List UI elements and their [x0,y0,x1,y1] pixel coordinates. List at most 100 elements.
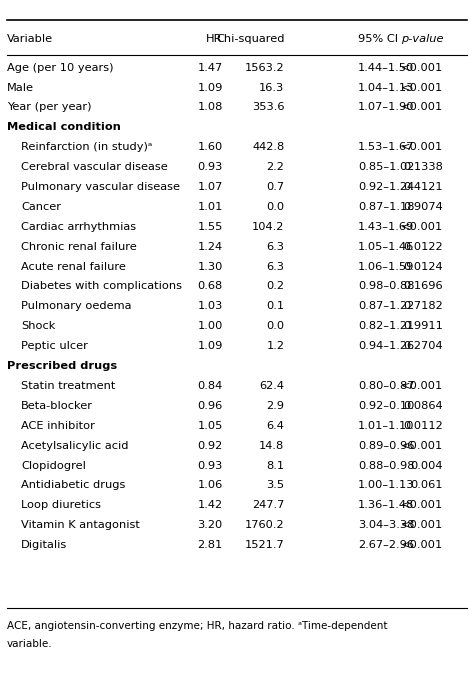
Text: 0.98–0.88: 0.98–0.88 [358,282,414,291]
Text: Peptic ulcer: Peptic ulcer [21,341,88,351]
Text: 1.42: 1.42 [198,500,223,510]
Text: Digitalis: Digitalis [21,540,68,550]
Text: 0.7: 0.7 [266,182,284,192]
Text: 62.4: 62.4 [259,381,284,391]
Text: <0.001: <0.001 [401,102,443,113]
Text: 0.0112: 0.0112 [403,421,443,431]
Text: 0.0124: 0.0124 [403,262,443,272]
Text: 0.7182: 0.7182 [403,301,443,311]
Text: HR: HR [206,34,223,44]
Text: Cardiac arrhythmias: Cardiac arrhythmias [21,222,137,232]
Text: 1.60: 1.60 [198,142,223,152]
Text: 1.06–1.59: 1.06–1.59 [358,262,414,272]
Text: 1.55: 1.55 [197,222,223,232]
Text: 0.9074: 0.9074 [403,202,443,212]
Text: 1.09: 1.09 [197,341,223,351]
Text: 0.0122: 0.0122 [403,242,443,251]
Text: 6.4: 6.4 [266,421,284,431]
Text: 1.30: 1.30 [197,262,223,272]
Text: Year (per year): Year (per year) [7,102,91,113]
Text: 0.92–0.10: 0.92–0.10 [358,401,414,411]
Text: 3.04–3.38: 3.04–3.38 [358,520,414,530]
Text: 0.2704: 0.2704 [403,341,443,351]
Text: 2.67–2.96: 2.67–2.96 [358,540,414,550]
Text: Chi-squared: Chi-squared [216,34,284,44]
Text: 1.44–1.50: 1.44–1.50 [358,63,414,73]
Text: Medical condition: Medical condition [7,122,121,132]
Text: 1.03: 1.03 [197,301,223,311]
Text: 1.06: 1.06 [198,481,223,491]
Text: Acetylsalicylic acid: Acetylsalicylic acid [21,441,129,451]
Text: 353.6: 353.6 [252,102,284,113]
Text: 0.68: 0.68 [198,282,223,291]
Text: 1.00–1.13: 1.00–1.13 [358,481,414,491]
Text: Clopidogrel: Clopidogrel [21,460,86,470]
Text: <0.001: <0.001 [401,441,443,451]
Text: 247.7: 247.7 [252,500,284,510]
Text: 1760.2: 1760.2 [245,520,284,530]
Text: 14.8: 14.8 [259,441,284,451]
Text: 95% CI: 95% CI [358,34,398,44]
Text: 0.92–1.24: 0.92–1.24 [358,182,414,192]
Text: 0.84: 0.84 [198,381,223,391]
Text: 0.82–1.21: 0.82–1.21 [358,321,414,331]
Text: 1521.7: 1521.7 [245,540,284,550]
Text: 0.80–0.87: 0.80–0.87 [358,381,414,391]
Text: 2.81: 2.81 [198,540,223,550]
Text: 0.061: 0.061 [410,481,443,491]
Text: Cerebral vascular disease: Cerebral vascular disease [21,162,168,172]
Text: 0.2: 0.2 [266,282,284,291]
Text: ACE inhibitor: ACE inhibitor [21,421,95,431]
Text: 1.05: 1.05 [197,421,223,431]
Text: <0.001: <0.001 [401,222,443,232]
Text: 0.0: 0.0 [266,202,284,212]
Text: Acute renal failure: Acute renal failure [21,262,126,272]
Text: 0.94–1.26: 0.94–1.26 [358,341,414,351]
Text: 0.87–1.18: 0.87–1.18 [358,202,414,212]
Text: Male: Male [7,82,34,92]
Text: 6.3: 6.3 [266,242,284,251]
Text: 0.1: 0.1 [266,301,284,311]
Text: 1563.2: 1563.2 [245,63,284,73]
Text: 1.00: 1.00 [197,321,223,331]
Text: 0.0: 0.0 [266,321,284,331]
Text: 1.47: 1.47 [198,63,223,73]
Text: 3.5: 3.5 [266,481,284,491]
Text: 0.96: 0.96 [198,401,223,411]
Text: Pulmonary oedema: Pulmonary oedema [21,301,132,311]
Text: Beta-blocker: Beta-blocker [21,401,93,411]
Text: 0.85–1.02: 0.85–1.02 [358,162,414,172]
Text: 0.0864: 0.0864 [403,401,443,411]
Text: 0.1338: 0.1338 [403,162,443,172]
Text: 0.93: 0.93 [197,460,223,470]
Text: 6.3: 6.3 [266,262,284,272]
Text: Reinfarction (in study)ᵃ: Reinfarction (in study)ᵃ [21,142,153,152]
Text: Prescribed drugs: Prescribed drugs [7,361,117,371]
Text: <0.001: <0.001 [401,63,443,73]
Text: 0.89–0.96: 0.89–0.96 [358,441,414,451]
Text: 1.01–1.10: 1.01–1.10 [358,421,414,431]
Text: Antidiabetic drugs: Antidiabetic drugs [21,481,126,491]
Text: Loop diuretics: Loop diuretics [21,500,101,510]
Text: 0.004: 0.004 [410,460,443,470]
Text: 104.2: 104.2 [252,222,284,232]
Text: <0.001: <0.001 [401,381,443,391]
Text: Pulmonary vascular disease: Pulmonary vascular disease [21,182,180,192]
Text: 0.93: 0.93 [197,162,223,172]
Text: 1.01: 1.01 [197,202,223,212]
Text: Shock: Shock [21,321,56,331]
Text: 1.43–1.69: 1.43–1.69 [358,222,414,232]
Text: 0.9911: 0.9911 [403,321,443,331]
Text: 1.05–1.46: 1.05–1.46 [358,242,414,251]
Text: variable.: variable. [7,640,53,649]
Text: 0.4121: 0.4121 [403,182,443,192]
Text: Age (per 10 years): Age (per 10 years) [7,63,114,73]
Text: 1.07–1.90: 1.07–1.90 [358,102,414,113]
Text: 2.2: 2.2 [266,162,284,172]
Text: 1.53–1.67: 1.53–1.67 [358,142,414,152]
Text: 1.04–1.13: 1.04–1.13 [358,82,414,92]
Text: <0.001: <0.001 [401,142,443,152]
Text: 1.2: 1.2 [266,341,284,351]
Text: Statin treatment: Statin treatment [21,381,116,391]
Text: 1.09: 1.09 [197,82,223,92]
